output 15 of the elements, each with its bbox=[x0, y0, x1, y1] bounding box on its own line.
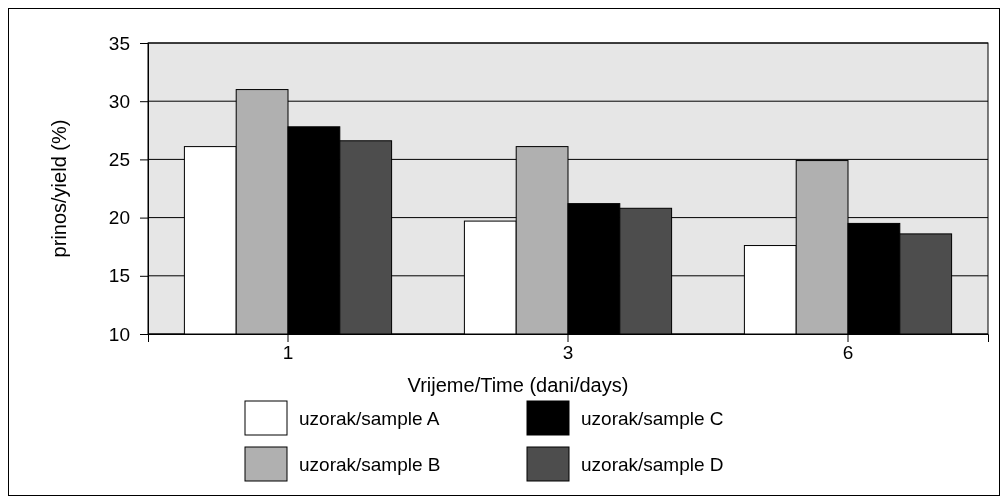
y-tick-label: 35 bbox=[108, 32, 130, 54]
x-axis-title: Vrijeme/Time (dani/days) bbox=[407, 374, 629, 396]
legend-label: uzorak/sample B bbox=[299, 454, 441, 475]
legend-label: uzorak/sample D bbox=[581, 454, 724, 475]
x-tick-label: 6 bbox=[842, 342, 854, 364]
y-tick-label: 25 bbox=[108, 148, 130, 170]
y-tick-label: 15 bbox=[108, 265, 130, 287]
legend-label: uzorak/sample A bbox=[299, 408, 440, 429]
legend-label: uzorak/sample C bbox=[581, 408, 724, 429]
x-tick-label: 1 bbox=[282, 342, 294, 364]
x-tick-label: 3 bbox=[562, 342, 574, 364]
y-tick-label: 10 bbox=[108, 323, 130, 345]
y-axis-title: prinos/yield (%) bbox=[48, 119, 70, 258]
y-tick-label: 30 bbox=[108, 90, 130, 112]
y-tick-label: 20 bbox=[108, 207, 130, 229]
